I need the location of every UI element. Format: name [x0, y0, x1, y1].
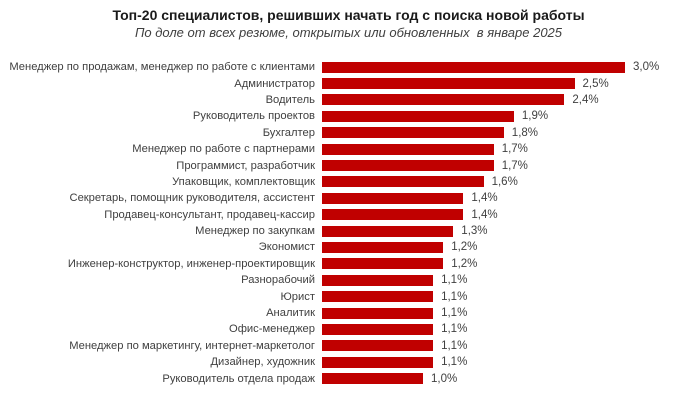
bar-row: Менеджер по закупкам 1,3%: [0, 223, 697, 239]
category-label: Упаковщик, комплектовщик: [172, 175, 315, 188]
bar: [322, 176, 484, 188]
value-label: 1,0%: [431, 372, 458, 385]
category-label: Менеджер по закупкам: [195, 225, 315, 238]
bar-row: Программист, разработчик 1,7%: [0, 157, 697, 173]
value-label: 1,4%: [471, 192, 498, 205]
category-label: Офис-менеджер: [229, 323, 315, 336]
category-label: Бухгалтер: [262, 126, 315, 139]
chart-subtitle: По доле от всех резюме, открытых или обн…: [134, 25, 563, 40]
value-label: 1,1%: [441, 339, 468, 352]
category-label: Секретарь, помощник руководителя, ассист…: [69, 192, 315, 205]
bar: [322, 323, 434, 335]
bar: [322, 307, 434, 319]
value-label: 1,7%: [501, 143, 528, 156]
value-label: 2,5%: [582, 77, 609, 90]
bar: [322, 209, 464, 221]
bar: [322, 340, 434, 352]
bar: [322, 291, 434, 303]
value-label: 1,8%: [511, 126, 539, 139]
category-label: Аналитик: [266, 307, 315, 320]
bar-row: Водитель 2,4%: [0, 92, 697, 108]
category-label: Юрист: [280, 290, 316, 303]
category-label: Инженер-конструктор, инженер-проектировщ…: [67, 257, 315, 270]
value-label: 3,0%: [633, 61, 660, 74]
value-label: 1,1%: [441, 323, 468, 336]
category-label: Менеджер по продажам, менеджер по работе…: [9, 61, 315, 74]
bar: [322, 143, 494, 155]
category-label: Программист, разработчик: [176, 159, 315, 172]
bar-row: Разнорабочий 1,1%: [0, 272, 697, 288]
category-label: Разнорабочий: [241, 274, 315, 287]
bar: [322, 373, 423, 385]
bar: [322, 225, 454, 237]
bar-row: Офис-менеджер 1,1%: [0, 321, 697, 337]
bar-row: Руководитель проектов 1,9%: [0, 108, 697, 124]
bar: [322, 78, 575, 90]
category-label: Руководитель проектов: [192, 110, 315, 123]
value-label: 1,1%: [441, 274, 468, 287]
category-label: Администратор: [234, 77, 315, 90]
chart-title: Топ-20 специалистов, решивших начать год…: [112, 7, 585, 23]
bar-row: Экономист 1,2%: [0, 239, 697, 255]
value-label: 1,2%: [451, 241, 478, 254]
value-label: 1,1%: [441, 290, 468, 303]
value-label: 1,4%: [471, 208, 498, 221]
category-label: Экономист: [258, 241, 315, 254]
category-label: Менеджер по работе с партнерами: [132, 143, 315, 156]
bar-row: Администратор 2,5%: [0, 75, 697, 91]
value-label: 1,1%: [441, 356, 468, 369]
bar-row: Продавец-консультант, продавец-кассир 1,4…: [0, 207, 697, 223]
bar-row: Аналитик 1,1%: [0, 305, 697, 321]
bar-row: Юрист 1,1%: [0, 288, 697, 304]
value-label: 1,1%: [441, 307, 468, 320]
bar: [322, 356, 434, 368]
value-label: 1,3%: [461, 225, 488, 238]
category-label: Руководитель отдела продаж: [162, 372, 315, 385]
bar-row: Секретарь, помощник руководителя, ассист…: [0, 190, 697, 206]
value-label: 2,4%: [572, 93, 599, 106]
bar: [322, 94, 565, 106]
bar-row: Менеджер по продажам, менеджер по работе…: [0, 59, 697, 75]
bar: [322, 258, 444, 270]
bar: [322, 192, 464, 204]
category-label: Дизайнер, художник: [210, 356, 315, 369]
value-label: 1,6%: [491, 175, 518, 188]
bar-row: Менеджер по работе с партнерами 1,7%: [0, 141, 697, 157]
value-label: 1,9%: [521, 110, 549, 123]
bar: [322, 274, 434, 286]
bar: [322, 110, 514, 122]
category-label: Водитель: [265, 93, 315, 106]
bar: [322, 127, 504, 139]
bar-row: Руководитель отдела продаж 1,0%: [0, 370, 697, 386]
bar-row: Бухгалтер 1,8%: [0, 125, 697, 141]
value-label: 1,2%: [451, 257, 478, 270]
bar-row: Инженер-конструктор, инженер-проектировщ…: [0, 256, 697, 272]
chart-plot-area: Менеджер по продажам, менеджер по работе…: [0, 59, 697, 387]
bar: [322, 241, 444, 253]
value-label: 1,7%: [501, 159, 528, 172]
bar-row: Упаковщик, комплектовщик 1,6%: [0, 174, 697, 190]
bar: [322, 61, 625, 73]
bar: [322, 160, 494, 172]
category-label: Менеджер по маркетингу, интернет-маркето…: [69, 339, 315, 352]
bar-row: Менеджер по маркетингу, интернет-маркето…: [0, 338, 697, 354]
category-label: Продавец-консультант, продавец-кассир: [104, 208, 315, 221]
bar-row: Дизайнер, художник 1,1%: [0, 354, 697, 370]
